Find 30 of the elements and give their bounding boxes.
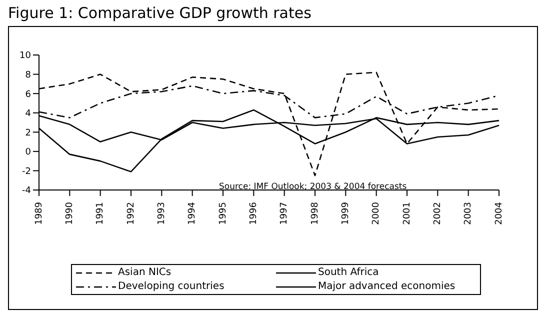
x-tick-label: 1998	[310, 202, 320, 225]
legend-label: Major advanced economies	[318, 281, 456, 292]
legend-label: South Africa	[318, 267, 379, 278]
x-tick-label: 1993	[157, 202, 168, 225]
y-tick-label: 2	[25, 128, 31, 138]
y-tick-label: 10	[20, 51, 32, 62]
x-tick-label: 2000	[372, 202, 382, 225]
x-tick-label: 1995	[218, 202, 228, 225]
y-tick-label: -4	[22, 186, 32, 196]
x-tick-label: 2001	[402, 202, 412, 225]
x-tick-label: 1992	[126, 202, 136, 225]
x-tick-label: 1994	[188, 202, 198, 225]
x-tick-label: 1990	[65, 202, 76, 225]
y-tick-label: 8	[25, 70, 32, 80]
y-tick-label: 4	[25, 109, 32, 120]
x-tick-label: 1999	[341, 202, 352, 225]
x-tick-label: 1991	[96, 202, 106, 225]
x-tick-label: 1996	[249, 202, 260, 225]
legend-label: Developing countries	[118, 281, 224, 292]
x-tick-label: 2004	[494, 202, 504, 225]
y-tick-label: 6	[25, 90, 32, 100]
x-tick-label: 1989	[34, 202, 44, 225]
y-tick-label: 0	[25, 148, 32, 158]
x-tick-label: 2003	[464, 202, 474, 225]
chart-title: Figure 1: Comparative GDP growth rates	[8, 4, 312, 22]
annotation: Source: IMF Outlook; 2003 & 2004 forecasts	[219, 182, 407, 192]
x-tick-label: 1997	[280, 202, 290, 225]
y-tick-label: -2	[22, 166, 31, 177]
x-tick-label: 2002	[433, 202, 444, 225]
legend-label: Asian NICs	[118, 267, 172, 278]
